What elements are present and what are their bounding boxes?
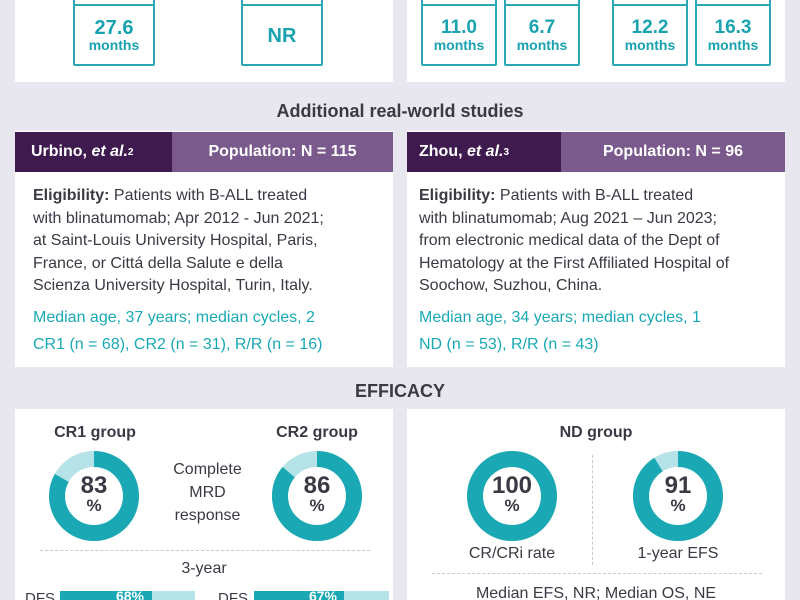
- caption-line: MRD: [189, 484, 226, 501]
- donut-percent: %: [670, 496, 686, 515]
- top-left-panel: [15, 0, 393, 82]
- divider: [40, 550, 370, 551]
- calendar-stat-2: NR: [241, 0, 323, 66]
- stat-unit: months: [88, 37, 140, 53]
- stat-value: 16.3: [714, 17, 752, 38]
- caption-line: Complete: [173, 461, 242, 478]
- donut-percent: %: [86, 496, 102, 515]
- study-author: Zhou, et al. 3: [407, 132, 561, 172]
- efficacy-title: EFFICACY: [355, 381, 445, 401]
- donut-percent: %: [309, 496, 325, 515]
- donut-number: 83: [80, 472, 108, 499]
- calendar-stat-5: 12.2 months: [612, 0, 688, 66]
- stat-value: NR: [267, 25, 297, 47]
- reference-number: 3: [503, 146, 510, 158]
- eligibility-text-urbino: Eligibility: Patients with B-ALL treated…: [33, 185, 388, 298]
- eligibility-line: Scienza University Hospital, Turin, Ital…: [33, 277, 313, 294]
- donut-number: 86: [303, 472, 331, 499]
- section-title: Additional real-world studies: [276, 101, 524, 121]
- eligibility-label: Eligibility:: [33, 187, 110, 204]
- eligibility-line: at Saint-Louis University Hospital, Pari…: [33, 232, 318, 249]
- author-name: Urbino,: [31, 143, 87, 160]
- author-etal: et al.: [91, 143, 128, 160]
- caption-line: response: [174, 507, 241, 524]
- cr-rate-donut: [467, 451, 557, 541]
- dfs-bar-2-value: 67%: [308, 588, 338, 600]
- stat-value: 27.6: [94, 17, 134, 39]
- calendar-stat-4: 6.7 months: [504, 0, 580, 66]
- study-header-urbino: Urbino, et al. 2 Population: N = 115: [15, 132, 393, 172]
- eligibility-line: with blinatumomab; Apr 2012 - Jun 2021;: [33, 209, 324, 227]
- calendar-stat-3: 11.0 months: [421, 0, 497, 66]
- efs-value: 91 %: [632, 472, 724, 515]
- cr2-donut: [272, 451, 362, 541]
- study-author: Urbino, et al. 2: [15, 132, 172, 172]
- three-year-caption: 3-year: [181, 560, 227, 577]
- eligibility-line: Hematology at the First Affiliated Hospi…: [419, 254, 730, 272]
- nd-group-label: ND group: [559, 424, 633, 441]
- dfs-bar-2-fill: [254, 591, 345, 600]
- cr-rate-caption: CR/CRi rate: [468, 545, 556, 562]
- stat-unit: months: [707, 37, 759, 53]
- reference-number: 2: [127, 146, 134, 158]
- dfs-bar-1-value: 68%: [115, 588, 145, 600]
- eligibility-line: with blinatumomab; Aug 2021 – Jun 2023;: [419, 209, 717, 227]
- efficacy-panel-left: [15, 409, 393, 600]
- efs-caption: 1-year EFS: [637, 545, 719, 562]
- median-info-urbino: Median age, 37 years; median cycles, 2: [33, 309, 315, 326]
- stat-unit: months: [516, 37, 568, 53]
- eligibility-label: Eligibility:: [419, 187, 496, 204]
- donut-number: 100: [491, 472, 533, 499]
- stat-value: 6.7: [528, 17, 556, 38]
- dfs-label-2: DFS: [218, 590, 248, 600]
- cr-rate-value: 100 %: [466, 472, 558, 515]
- eligibility-line: Patients with B-ALL treated: [495, 187, 694, 204]
- eligibility-line: Soochow, Suzhou, China.: [419, 277, 603, 294]
- calendar-stat-1: 27.6 months: [73, 0, 155, 66]
- study-population: Population: N = 96: [561, 132, 785, 172]
- eligibility-line: Patients with B-ALL treated: [109, 187, 308, 204]
- stat-value: 12.2: [631, 17, 669, 38]
- cr2-group-label: CR2 group: [276, 424, 358, 441]
- stat-unit: months: [624, 37, 676, 53]
- cr1-value: 83 %: [48, 472, 140, 515]
- dfs-bar-1-fill: [60, 591, 152, 600]
- mrd-caption: Complete MRD response: [150, 458, 265, 527]
- eligibility-line: France, or Cittá della Salute e della: [33, 254, 283, 272]
- cr1-group-label: CR1 group: [54, 424, 136, 441]
- divider: [432, 573, 762, 574]
- donut-number: 91: [664, 472, 692, 499]
- author-name: Zhou,: [419, 143, 463, 160]
- cr1-donut: [49, 451, 139, 541]
- divider: [592, 455, 593, 565]
- calendar-stat-6: 16.3 months: [695, 0, 771, 66]
- stat-value: 11.0: [441, 17, 477, 38]
- eligibility-line: from electronic medical data of the Dept…: [419, 232, 720, 249]
- efs-donut: [633, 451, 723, 541]
- author-etal: et al.: [467, 143, 504, 160]
- donut-percent: %: [504, 496, 520, 515]
- cr2-value: 86 %: [271, 472, 363, 515]
- stat-unit: months: [433, 37, 485, 53]
- study-header-zhou: Zhou, et al. 3 Population: N = 96: [407, 132, 785, 172]
- dfs-label-1: DFS: [25, 590, 55, 600]
- eligibility-text-zhou: Eligibility: Patients with B-ALL treated…: [419, 185, 779, 298]
- groups-info-urbino: CR1 (n = 68), CR2 (n = 31), R/R (n = 16): [33, 336, 323, 353]
- study-population: Population: N = 115: [172, 132, 393, 172]
- median-info-zhou: Median age, 34 years; median cycles, 1: [419, 309, 701, 326]
- groups-info-zhou: ND (n = 53), R/R (n = 43): [419, 336, 599, 353]
- median-efs-os-caption: Median EFS, NR; Median OS, NE: [475, 585, 717, 600]
